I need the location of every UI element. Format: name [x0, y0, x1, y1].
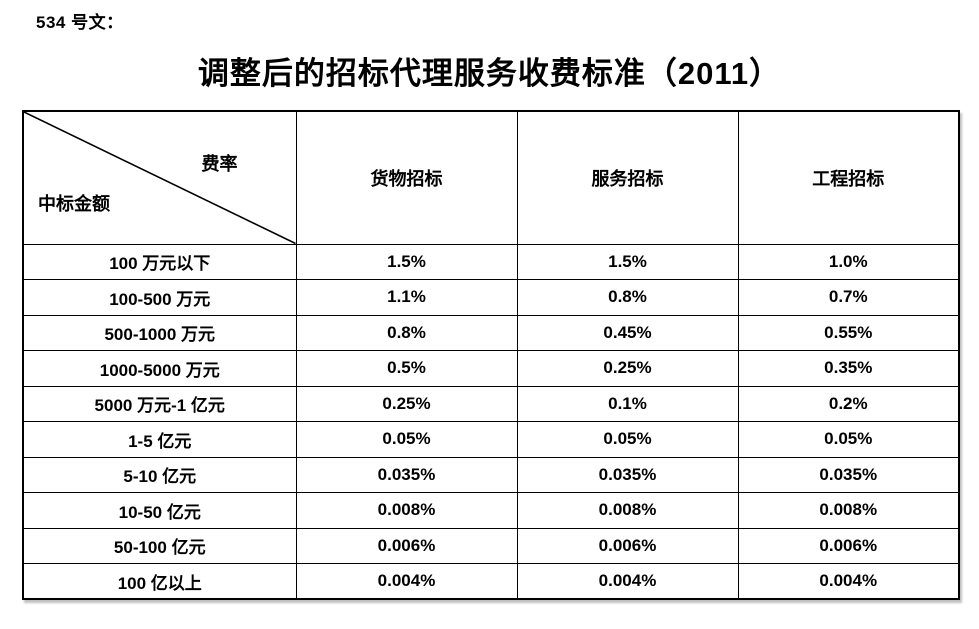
- row-label: 10-50 亿元: [22, 492, 297, 529]
- fee-cell: 0.006%: [516, 527, 739, 564]
- fee-cell: 0.05%: [516, 421, 739, 458]
- fee-cell: 0.7%: [737, 279, 960, 316]
- fee-cell: 0.05%: [737, 421, 960, 458]
- column-header-engineering: 工程招标: [737, 110, 960, 245]
- table-row: 1000-5000 万元 0.5% 0.25% 0.35%: [22, 350, 960, 387]
- fee-cell: 0.004%: [295, 563, 518, 600]
- table-row: 50-100 亿元 0.006% 0.006% 0.006%: [22, 527, 960, 564]
- row-label: 50-100 亿元: [22, 527, 297, 564]
- table-row: 100 万元以下 1.5% 1.5% 1.0%: [22, 243, 960, 280]
- fee-cell: 0.1%: [516, 385, 739, 422]
- corner-header-cell: 费率 中标金额: [22, 110, 297, 245]
- fee-cell: 1.1%: [295, 279, 518, 316]
- row-label: 500-1000 万元: [22, 314, 297, 351]
- fee-cell: 0.55%: [737, 314, 960, 351]
- table-row: 500-1000 万元 0.8% 0.45% 0.55%: [22, 314, 960, 351]
- row-label: 1-5 亿元: [22, 421, 297, 458]
- fee-cell: 0.006%: [295, 527, 518, 564]
- table-row: 1-5 亿元 0.05% 0.05% 0.05%: [22, 421, 960, 458]
- table-row: 5000 万元-1 亿元 0.25% 0.1% 0.2%: [22, 385, 960, 422]
- table-row: 100 亿以上 0.004% 0.004% 0.004%: [22, 563, 960, 600]
- fee-cell: 0.25%: [295, 385, 518, 422]
- column-header-goods: 货物招标: [295, 110, 518, 245]
- fee-cell: 0.008%: [295, 492, 518, 529]
- fee-cell: 0.2%: [737, 385, 960, 422]
- fee-cell: 0.008%: [737, 492, 960, 529]
- fee-cell: 0.035%: [516, 456, 739, 493]
- fee-cell: 0.035%: [295, 456, 518, 493]
- table-row: 5-10 亿元 0.035% 0.035% 0.035%: [22, 456, 960, 493]
- corner-label-bid-amount: 中标金额: [38, 193, 110, 214]
- fee-cell: 0.004%: [737, 563, 960, 600]
- fee-cell: 1.5%: [295, 243, 518, 280]
- fee-cell: 0.004%: [516, 563, 739, 600]
- table-row: 10-50 亿元 0.008% 0.008% 0.008%: [22, 492, 960, 529]
- row-label: 100-500 万元: [22, 279, 297, 316]
- fee-cell: 1.0%: [737, 243, 960, 280]
- row-label: 100 万元以下: [22, 243, 297, 280]
- page-title: 调整后的招标代理服务收费标准（2011）: [197, 56, 782, 91]
- row-label: 5000 万元-1 亿元: [22, 385, 297, 422]
- fee-cell: 0.45%: [516, 314, 739, 351]
- fee-cell: 0.006%: [737, 527, 960, 564]
- fee-cell: 0.008%: [516, 492, 739, 529]
- row-label: 1000-5000 万元: [22, 350, 297, 387]
- fee-cell: 0.35%: [737, 350, 960, 387]
- table-row: 100-500 万元 1.1% 0.8% 0.7%: [22, 279, 960, 316]
- table-header-row: 费率 中标金额 货物招标 服务招标 工程招标: [22, 110, 960, 245]
- fee-cell: 0.25%: [516, 350, 739, 387]
- row-label: 5-10 亿元: [22, 456, 297, 493]
- fee-cell: 0.035%: [737, 456, 960, 493]
- fee-cell: 0.5%: [295, 350, 518, 387]
- diagonal-divider-line: [24, 112, 296, 244]
- fee-cell: 1.5%: [516, 243, 739, 280]
- fee-rate-table: 费率 中标金额 货物招标 服务招标 工程招标 100 万元以下 1.5% 1.5…: [22, 110, 960, 600]
- doc-reference-number: 534 号文：: [36, 13, 124, 32]
- fee-cell: 0.05%: [295, 421, 518, 458]
- fee-cell: 0.8%: [516, 279, 739, 316]
- corner-label-rate: 费率: [201, 154, 238, 174]
- fee-cell: 0.8%: [295, 314, 518, 351]
- row-label: 100 亿以上: [22, 563, 297, 600]
- column-header-services: 服务招标: [516, 110, 739, 245]
